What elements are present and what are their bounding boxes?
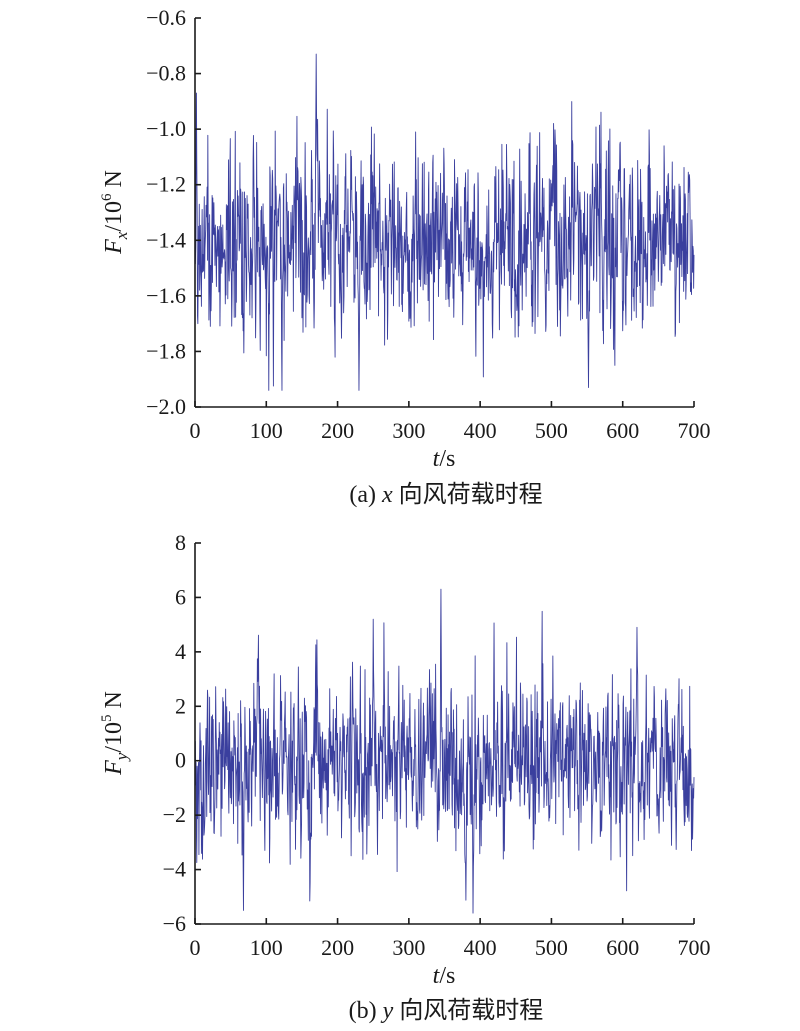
x-tick-label: 600	[606, 935, 639, 960]
y-tick-label: −0.6	[146, 5, 186, 30]
x-tick-label: 300	[392, 418, 425, 443]
caption-b: (b) y 向风荷载时程	[349, 997, 544, 1024]
x-tick-label: 600	[606, 418, 639, 443]
y-tick-label: −1.6	[146, 283, 186, 308]
x-axis-label-a: t/s	[433, 446, 456, 472]
y-tick-label: −2.0	[146, 394, 186, 419]
chart-panel-a: −0.6 −0.8 −1.0 −1.2 −1.4 −1.6 −1.8 −2.0 0 100 200…	[99, 5, 711, 508]
y-tick-label: −4	[163, 857, 186, 882]
x-tick-label: 200	[321, 935, 354, 960]
caption-a: (a) x 向风荷载时程	[349, 481, 542, 508]
y-axis-b: 8 6 4 2 0 −2 −4 −6	[163, 530, 201, 936]
y-tick-label: −1.2	[146, 172, 186, 197]
chart-panel-b: 8 6 4 2 0 −2 −4 −6 0 100 200 300 400 500 600 700 t/s F…	[99, 530, 711, 1024]
y-tick-label: −0.8	[146, 61, 186, 86]
y-tick-label: 4	[175, 639, 186, 664]
x-axis-label-b: t/s	[433, 963, 456, 989]
x-tick-label: 0	[190, 935, 201, 960]
y-tick-label: −6	[163, 911, 186, 936]
series-line-a	[194, 53, 695, 391]
x-tick-label: 500	[535, 935, 568, 960]
x-tick-label: 700	[678, 418, 711, 443]
x-axis-a: 0 100 200 300 400 500 600 700	[190, 401, 711, 443]
y-ticks-a: −0.6 −0.8 −1.0 −1.2 −1.4 −1.6 −1.8 −2.0	[146, 5, 201, 419]
series-line-b	[194, 588, 695, 914]
x-tick-label: 400	[464, 418, 497, 443]
x-ticks-b: 0 100 200 300 400 500 600 700	[190, 918, 711, 960]
y-tick-label: −1.4	[146, 227, 186, 252]
x-tick-label: 300	[392, 935, 425, 960]
x-tick-label: 0	[190, 418, 201, 443]
x-ticks-a: 0 100 200 300 400 500 600 700	[190, 401, 711, 443]
x-axis-b: 0 100 200 300 400 500 600 700	[190, 918, 711, 960]
y-tick-label: 0	[175, 748, 186, 773]
y-tick-label: 6	[175, 584, 186, 609]
y-axis-label-b: Fy/105 N	[99, 691, 131, 776]
y-axis-label-a: Fx/106 N	[99, 170, 131, 255]
y-tick-label: −1.8	[146, 338, 186, 363]
x-tick-label: 200	[321, 418, 354, 443]
x-tick-label: 100	[250, 935, 283, 960]
x-tick-label: 500	[535, 418, 568, 443]
y-tick-label: 8	[175, 530, 186, 555]
y-axis-a: −0.6 −0.8 −1.0 −1.2 −1.4 −1.6 −1.8 −2.0	[146, 5, 201, 419]
x-tick-label: 400	[464, 935, 497, 960]
y-tick-label: −1.0	[146, 116, 186, 141]
y-tick-label: 2	[175, 693, 186, 718]
x-tick-label: 700	[678, 935, 711, 960]
y-tick-label: −2	[163, 802, 186, 827]
y-ticks-b: 8 6 4 2 0 −2 −4 −6	[163, 530, 201, 936]
x-tick-label: 100	[250, 418, 283, 443]
